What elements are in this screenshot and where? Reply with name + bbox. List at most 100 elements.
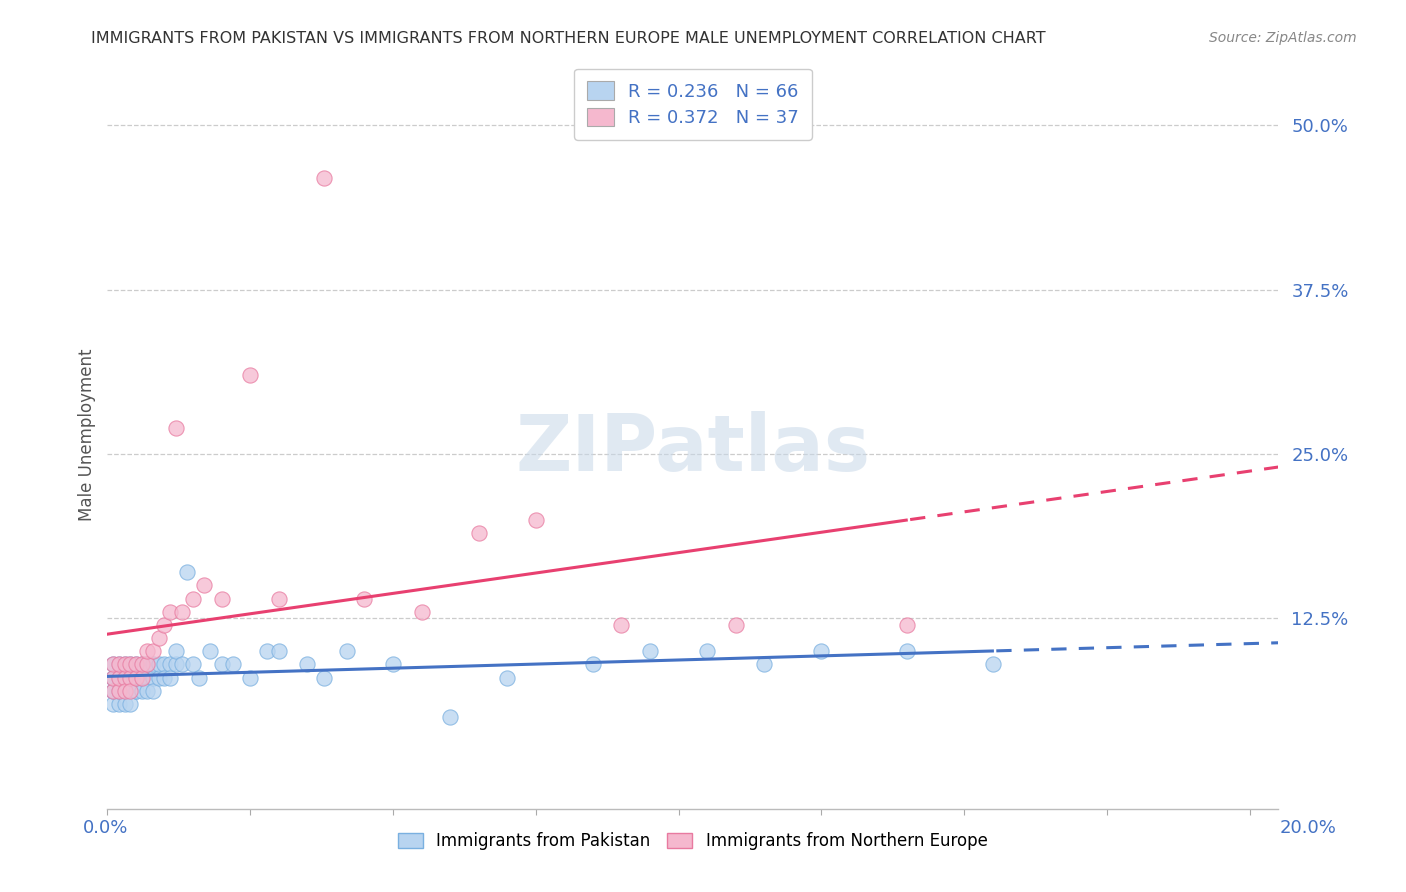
Point	[136, 644, 159, 658]
Point	[267, 644, 290, 658]
Point	[125, 671, 148, 685]
Point	[336, 644, 359, 658]
Point	[131, 671, 153, 685]
Point	[114, 671, 136, 685]
Point	[107, 683, 129, 698]
Point	[353, 591, 375, 606]
Point	[107, 683, 129, 698]
Point	[810, 644, 832, 658]
Y-axis label: Male Unemployment: Male Unemployment	[79, 348, 96, 521]
Point	[981, 657, 1004, 672]
Point	[165, 657, 187, 672]
Point	[101, 683, 124, 698]
Point	[211, 657, 233, 672]
Point	[125, 657, 148, 672]
Point	[524, 513, 547, 527]
Point	[120, 683, 142, 698]
Point	[142, 683, 165, 698]
Point	[101, 683, 124, 698]
Point	[136, 657, 159, 672]
Point	[638, 644, 661, 658]
Point	[107, 671, 129, 685]
Point	[297, 657, 319, 672]
Point	[159, 605, 181, 619]
Point	[136, 671, 159, 685]
Point	[101, 657, 124, 672]
Point	[176, 566, 198, 580]
Point	[181, 591, 204, 606]
Text: 0.0%: 0.0%	[83, 819, 128, 837]
Point	[114, 657, 136, 672]
Point	[256, 644, 278, 658]
Point	[125, 683, 148, 698]
Point	[153, 671, 176, 685]
Point	[114, 683, 136, 698]
Text: 20.0%: 20.0%	[1279, 819, 1336, 837]
Point	[131, 657, 153, 672]
Point	[896, 644, 918, 658]
Text: IMMIGRANTS FROM PAKISTAN VS IMMIGRANTS FROM NORTHERN EUROPE MALE UNEMPLOYMENT CO: IMMIGRANTS FROM PAKISTAN VS IMMIGRANTS F…	[91, 31, 1046, 46]
Point	[114, 697, 136, 711]
Point	[101, 671, 124, 685]
Point	[239, 368, 262, 383]
Point	[125, 683, 148, 698]
Point	[239, 671, 262, 685]
Point	[142, 644, 165, 658]
Point	[314, 671, 336, 685]
Point	[467, 525, 489, 540]
Point	[101, 671, 124, 685]
Point	[107, 671, 129, 685]
Point	[610, 618, 633, 632]
Point	[131, 671, 153, 685]
Point	[148, 657, 170, 672]
Point	[107, 657, 129, 672]
Point	[120, 683, 142, 698]
Legend: R = 0.236   N = 66, R = 0.372   N = 37: R = 0.236 N = 66, R = 0.372 N = 37	[574, 69, 811, 140]
Point	[411, 605, 433, 619]
Point	[314, 170, 336, 185]
Point	[165, 644, 187, 658]
Point	[136, 683, 159, 698]
Point	[107, 697, 129, 711]
Point	[148, 671, 170, 685]
Point	[222, 657, 245, 672]
Point	[198, 644, 221, 658]
Point	[724, 618, 747, 632]
Point	[114, 683, 136, 698]
Point	[131, 671, 153, 685]
Point	[120, 671, 142, 685]
Point	[193, 578, 215, 592]
Text: ZIPatlas: ZIPatlas	[516, 411, 870, 487]
Point	[101, 697, 124, 711]
Point	[120, 657, 142, 672]
Point	[582, 657, 605, 672]
Point	[153, 657, 176, 672]
Point	[187, 671, 209, 685]
Point	[114, 657, 136, 672]
Point	[120, 697, 142, 711]
Point	[120, 671, 142, 685]
Point	[131, 657, 153, 672]
Point	[381, 657, 404, 672]
Point	[170, 605, 193, 619]
Point	[439, 710, 461, 724]
Point	[148, 631, 170, 645]
Point	[170, 657, 193, 672]
Point	[165, 421, 187, 435]
Point	[131, 683, 153, 698]
Point	[142, 671, 165, 685]
Point	[159, 657, 181, 672]
Point	[142, 657, 165, 672]
Point	[125, 671, 148, 685]
Point	[120, 671, 142, 685]
Point	[696, 644, 718, 658]
Point	[101, 671, 124, 685]
Point	[125, 657, 148, 672]
Point	[107, 657, 129, 672]
Point	[136, 657, 159, 672]
Point	[754, 657, 776, 672]
Point	[159, 671, 181, 685]
Point	[114, 671, 136, 685]
Point	[101, 683, 124, 698]
Point	[107, 683, 129, 698]
